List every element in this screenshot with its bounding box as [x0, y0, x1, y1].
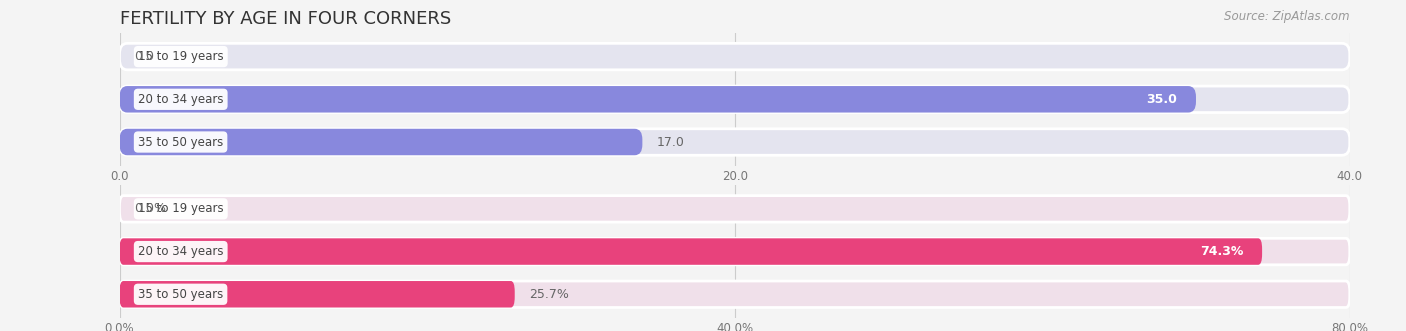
- Text: 0.0: 0.0: [135, 50, 155, 63]
- Text: 35 to 50 years: 35 to 50 years: [138, 135, 224, 149]
- Text: 17.0: 17.0: [657, 135, 685, 149]
- FancyBboxPatch shape: [120, 86, 1197, 113]
- FancyBboxPatch shape: [120, 129, 643, 155]
- Text: 15 to 19 years: 15 to 19 years: [138, 50, 224, 63]
- FancyBboxPatch shape: [120, 86, 1350, 113]
- FancyBboxPatch shape: [120, 238, 1263, 265]
- Text: Source: ZipAtlas.com: Source: ZipAtlas.com: [1225, 10, 1350, 23]
- Text: 0.0%: 0.0%: [135, 202, 166, 215]
- FancyBboxPatch shape: [120, 238, 1350, 265]
- Text: 20 to 34 years: 20 to 34 years: [138, 245, 224, 258]
- FancyBboxPatch shape: [120, 281, 515, 307]
- FancyBboxPatch shape: [120, 43, 1350, 70]
- Text: 74.3%: 74.3%: [1201, 245, 1244, 258]
- Text: 25.7%: 25.7%: [530, 288, 569, 301]
- Text: 15 to 19 years: 15 to 19 years: [138, 202, 224, 215]
- FancyBboxPatch shape: [120, 196, 1350, 222]
- Text: 35 to 50 years: 35 to 50 years: [138, 288, 224, 301]
- Text: FERTILITY BY AGE IN FOUR CORNERS: FERTILITY BY AGE IN FOUR CORNERS: [120, 10, 451, 28]
- FancyBboxPatch shape: [120, 281, 1350, 307]
- Text: 20 to 34 years: 20 to 34 years: [138, 93, 224, 106]
- Text: 35.0: 35.0: [1147, 93, 1178, 106]
- FancyBboxPatch shape: [120, 129, 1350, 155]
